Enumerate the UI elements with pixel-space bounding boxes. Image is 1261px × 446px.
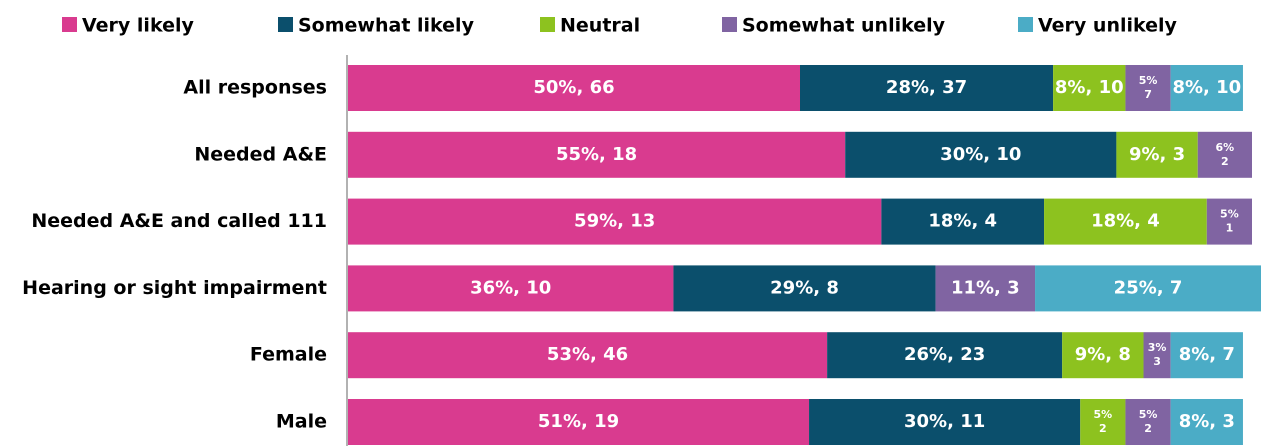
value-label: 59%, 13: [574, 211, 655, 232]
category-label: Needed A&E and called 111: [31, 210, 327, 232]
value-label: 30%, 11: [904, 411, 985, 432]
value-label: 53%, 46: [547, 344, 628, 365]
bar-segment: [881, 198, 1045, 245]
bar-segment: [1116, 131, 1198, 178]
value-label: 18%, 4: [928, 211, 997, 232]
bar-segment: [1125, 399, 1171, 445]
value-label: 8%, 7: [1179, 344, 1235, 365]
value-label: 8%, 10: [1172, 77, 1241, 98]
legend-swatch: [540, 17, 555, 32]
bar-segment: [1062, 332, 1144, 379]
bar-segment: [809, 399, 1081, 445]
category-label: Needed A&E: [194, 143, 327, 165]
value-label: 8%, 10: [1055, 77, 1124, 98]
value-label: 30%, 10: [940, 144, 1021, 165]
bar-segment: [348, 399, 810, 445]
bar-segment: [1125, 65, 1171, 111]
value-label: 55%, 18: [556, 144, 637, 165]
bar-segment: [348, 198, 882, 245]
value-label: 5% 7: [1139, 74, 1158, 101]
bar-segment: [348, 65, 800, 111]
legend-label: Very likely: [82, 15, 194, 37]
value-label: 50%, 66: [533, 77, 614, 98]
bar-segment: [800, 65, 1054, 111]
bar-segment: [1170, 65, 1243, 111]
bar-segment: [348, 265, 674, 312]
bar-segment: [673, 265, 936, 312]
legend-label: Neutral: [560, 15, 640, 37]
bar-segment: [1206, 198, 1252, 245]
bar-segment: [348, 131, 846, 178]
category-label: Female: [250, 344, 327, 366]
value-label: 36%, 10: [470, 277, 551, 298]
legend-label: Somewhat likely: [298, 15, 475, 37]
value-label: 25%, 7: [1114, 277, 1183, 298]
bar-segment: [348, 332, 828, 379]
bar-segment: [1080, 399, 1126, 445]
bar-segment: [1143, 332, 1171, 379]
legend-swatch: [278, 17, 293, 32]
bar-segment: [1044, 198, 1207, 245]
category-label: All responses: [183, 77, 327, 99]
legend-label: Somewhat unlikely: [742, 15, 946, 37]
legend-swatch: [722, 17, 737, 32]
bar-segment: [1170, 399, 1243, 445]
category-label: Male: [276, 411, 327, 433]
bar-segment: [935, 265, 1036, 312]
legend-swatch: [1018, 17, 1033, 32]
value-label: 5% 2: [1093, 408, 1112, 435]
value-label: 3% 3: [1148, 341, 1167, 368]
legend-swatch: [62, 17, 77, 32]
value-label: 18%, 4: [1091, 211, 1160, 232]
bar-segment: [1035, 265, 1261, 312]
value-label: 9%, 3: [1129, 144, 1185, 165]
legend-label: Very unlikely: [1038, 15, 1178, 37]
bar-segment: [1170, 332, 1243, 379]
value-label: 26%, 23: [904, 344, 985, 365]
bar-segment: [1197, 131, 1252, 178]
value-label: 28%, 37: [886, 77, 967, 98]
value-label: 5% 2: [1139, 408, 1158, 435]
value-label: 51%, 19: [538, 411, 619, 432]
bar-segment: [1053, 65, 1126, 111]
value-label: 11%, 3: [951, 277, 1020, 298]
category-label: Hearing or sight impairment: [22, 277, 327, 299]
value-label: 9%, 8: [1075, 344, 1131, 365]
bar-segment: [845, 131, 1117, 178]
value-label: 6% 2: [1216, 141, 1235, 168]
value-label: 5% 1: [1220, 208, 1239, 235]
value-label: 29%, 8: [770, 277, 839, 298]
bar-segment: [827, 332, 1063, 379]
value-label: 8%, 3: [1179, 411, 1235, 432]
